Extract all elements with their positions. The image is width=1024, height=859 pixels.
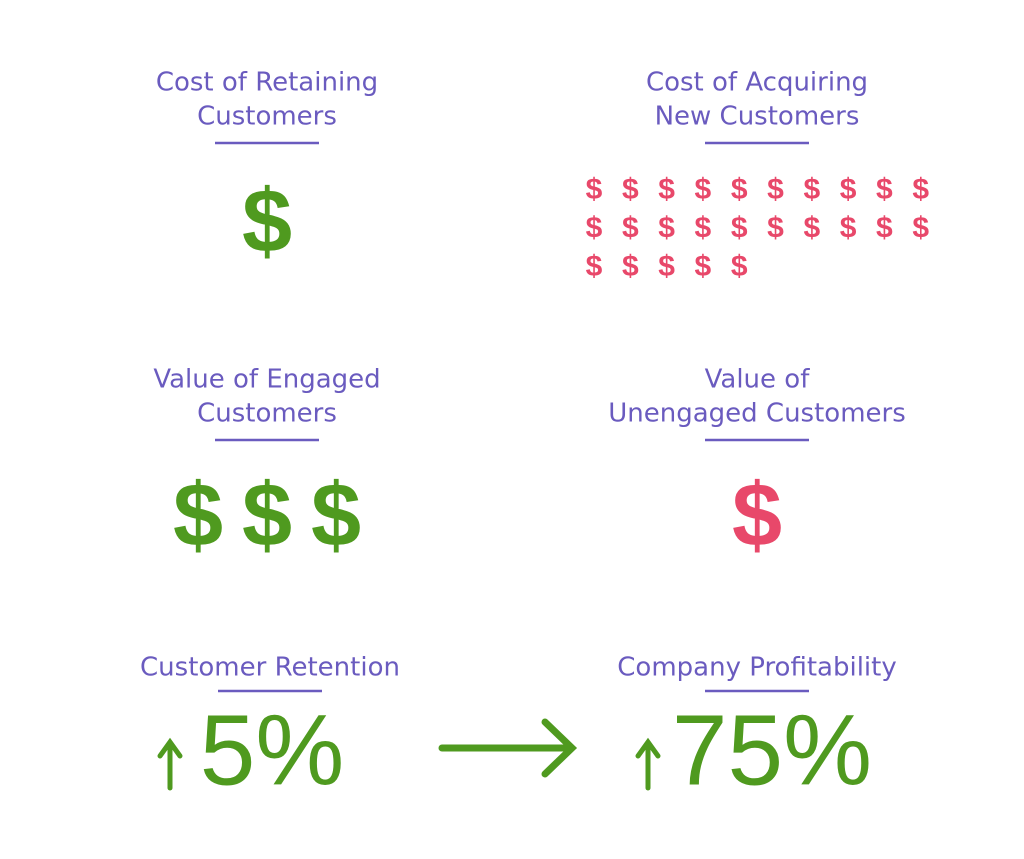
dollar-sign: $ bbox=[731, 211, 748, 244]
panel-title: New Customers bbox=[655, 102, 860, 132]
dollar-sign: $ bbox=[658, 173, 675, 206]
dollar-sign: $ bbox=[586, 211, 603, 244]
dollar-sign: $ bbox=[731, 250, 748, 283]
dollar-sign: $ bbox=[695, 173, 712, 206]
up-arrow bbox=[157, 737, 183, 791]
dollar-sign: $ bbox=[876, 173, 893, 206]
panel-title: Value of Engaged bbox=[153, 365, 380, 395]
dollar-sign: $ bbox=[840, 173, 857, 206]
dollar-sign: $ bbox=[695, 211, 712, 244]
dollar-sign: $ bbox=[658, 250, 675, 283]
panel-title: Unengaged Customers bbox=[608, 399, 906, 429]
panel-title: Customers bbox=[197, 102, 337, 132]
dollar-sign: $ bbox=[912, 211, 929, 244]
dollar-sign: $ bbox=[803, 173, 820, 206]
dollar-sign: $ bbox=[622, 173, 639, 206]
dollar-sign: $ bbox=[658, 211, 675, 244]
dollar-sign: $ bbox=[242, 466, 292, 566]
dollar-sign: $ bbox=[803, 211, 820, 244]
panel-title: Value of bbox=[705, 365, 811, 395]
dollar-sign: $ bbox=[311, 466, 361, 566]
dollar-sign: $ bbox=[840, 211, 857, 244]
up-arrow bbox=[635, 737, 661, 791]
dollar-sign: $ bbox=[767, 211, 784, 244]
dollar-sign: $ bbox=[173, 466, 223, 566]
dollar-sign: $ bbox=[732, 466, 782, 566]
dollar-sign: $ bbox=[622, 250, 639, 283]
panel-title: Cost of Acquiring bbox=[646, 68, 868, 98]
dollar-sign: $ bbox=[912, 173, 929, 206]
dollar-sign: $ bbox=[586, 173, 603, 206]
stat-value: 5% bbox=[200, 694, 345, 806]
dollar-sign: $ bbox=[767, 173, 784, 206]
stat-title: Customer Retention bbox=[140, 653, 400, 683]
dollar-sign: $ bbox=[876, 211, 893, 244]
stat-value: 75% bbox=[672, 694, 872, 806]
dollar-sign: $ bbox=[695, 250, 712, 283]
dollar-sign: $ bbox=[622, 211, 639, 244]
flow-arrow bbox=[438, 718, 578, 778]
stat-title: Company Profitability bbox=[617, 653, 896, 683]
panel-title: Customers bbox=[197, 399, 337, 429]
dollar-sign: $ bbox=[242, 172, 292, 272]
dollar-sign: $ bbox=[586, 250, 603, 283]
dollar-sign: $ bbox=[731, 173, 748, 206]
panel-title: Cost of Retaining bbox=[156, 68, 378, 98]
